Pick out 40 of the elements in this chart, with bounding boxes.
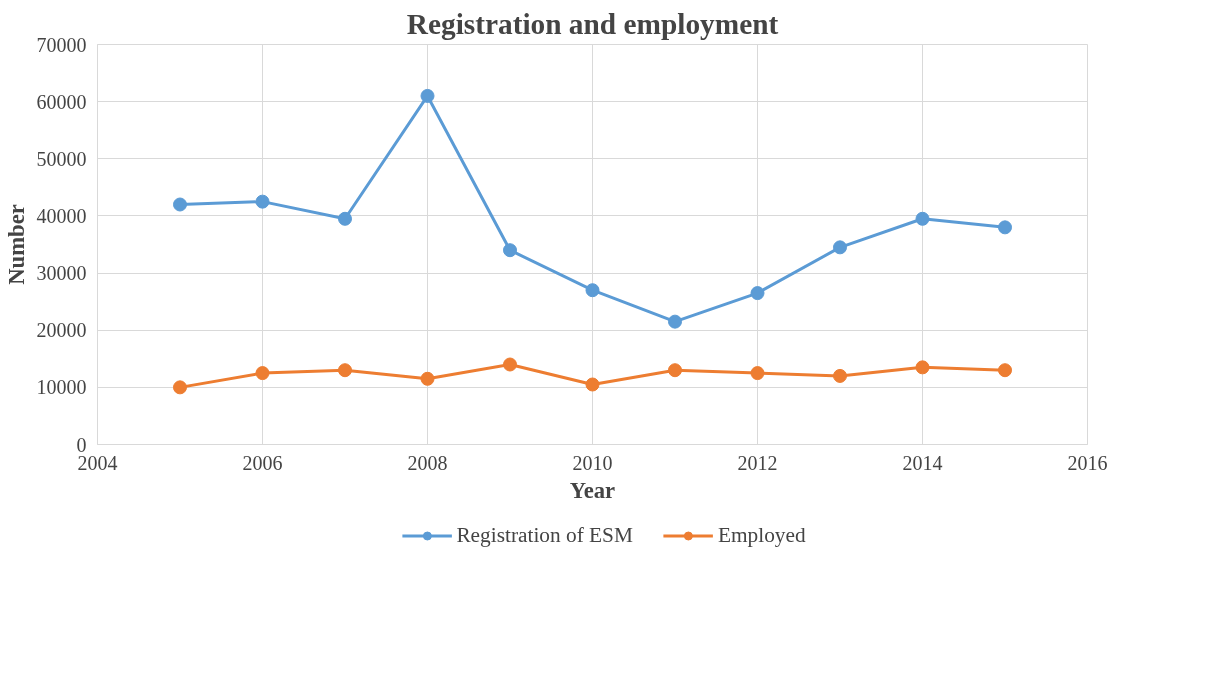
point <box>420 88 435 103</box>
point <box>503 243 517 258</box>
point <box>915 211 930 226</box>
legend-label: Registration of ESM <box>456 522 633 548</box>
point <box>503 357 517 372</box>
y-tick-label: 30000 <box>36 262 87 285</box>
point <box>998 220 1012 235</box>
x-tick-label: 2014 <box>902 451 943 474</box>
y-tick-label: 40000 <box>36 204 87 227</box>
x-tick-label: 2012 <box>737 451 778 474</box>
point <box>750 366 765 381</box>
y-tick-label: 70000 <box>36 33 87 56</box>
y-axis-title: Number <box>3 204 29 285</box>
y-tick-label: 10000 <box>36 376 87 399</box>
x-tick-label: 2010 <box>572 451 613 474</box>
point <box>173 197 187 212</box>
point <box>420 371 435 386</box>
point <box>750 286 765 301</box>
point <box>833 368 847 383</box>
point <box>668 314 682 329</box>
point <box>338 211 352 226</box>
point <box>585 283 600 298</box>
point <box>173 380 187 395</box>
x-axis-title: Year <box>569 477 616 503</box>
y-tick-label: 60000 <box>36 90 87 113</box>
point <box>585 377 600 392</box>
chart-title: Registration and employment <box>406 7 779 40</box>
point <box>255 366 270 381</box>
x-tick-label: 2008 <box>407 451 448 474</box>
point <box>668 363 682 378</box>
x-tick-label: 2016 <box>1067 451 1108 474</box>
point <box>833 240 847 255</box>
y-tick-label: 50000 <box>36 147 87 170</box>
point <box>915 360 930 375</box>
point <box>338 363 352 378</box>
y-tick-label: 20000 <box>36 319 87 342</box>
legend-label: Employed <box>717 522 806 548</box>
point <box>255 194 270 209</box>
x-tick-label: 2006 <box>242 451 283 474</box>
point <box>998 363 1012 378</box>
